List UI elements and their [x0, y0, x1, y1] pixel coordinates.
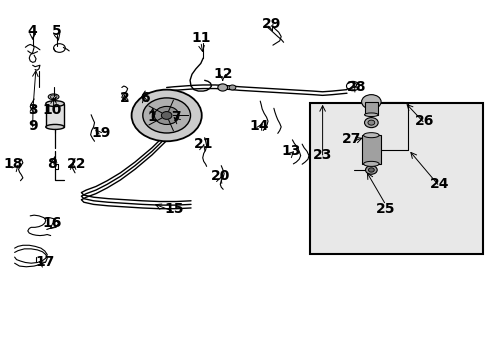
- Bar: [46, 104, 64, 127]
- Circle shape: [367, 120, 374, 125]
- Circle shape: [131, 90, 202, 141]
- Text: 24: 24: [429, 177, 448, 190]
- Text: 5: 5: [52, 24, 62, 38]
- Circle shape: [361, 95, 380, 109]
- Text: 23: 23: [312, 148, 332, 162]
- Text: 6: 6: [140, 90, 149, 104]
- Circle shape: [228, 85, 235, 90]
- Ellipse shape: [50, 95, 57, 99]
- Text: 14: 14: [249, 119, 268, 133]
- Text: 28: 28: [346, 80, 366, 94]
- Text: 4: 4: [28, 24, 38, 38]
- Circle shape: [365, 166, 376, 174]
- Text: 18: 18: [3, 157, 23, 171]
- Ellipse shape: [363, 161, 378, 166]
- Text: 16: 16: [42, 216, 61, 230]
- Text: 13: 13: [281, 144, 300, 158]
- Text: 19: 19: [91, 126, 110, 140]
- Text: 25: 25: [375, 202, 395, 216]
- Text: 3: 3: [28, 103, 38, 117]
- Circle shape: [367, 168, 373, 172]
- Bar: [364, 102, 377, 115]
- Circle shape: [161, 112, 172, 119]
- Ellipse shape: [46, 101, 64, 107]
- Text: 2: 2: [120, 90, 130, 104]
- Bar: [361, 135, 380, 164]
- Text: 27: 27: [342, 132, 361, 146]
- Text: 20: 20: [210, 170, 229, 183]
- Text: 26: 26: [414, 114, 434, 128]
- Ellipse shape: [46, 125, 64, 130]
- Text: 7: 7: [171, 110, 181, 124]
- Text: 10: 10: [42, 103, 61, 117]
- Text: 17: 17: [35, 256, 54, 270]
- Text: 9: 9: [28, 119, 38, 133]
- Text: 15: 15: [164, 202, 183, 216]
- Ellipse shape: [48, 94, 59, 100]
- Text: 11: 11: [191, 31, 210, 45]
- Circle shape: [154, 107, 179, 125]
- Circle shape: [364, 118, 377, 128]
- Text: 12: 12: [212, 67, 232, 81]
- Text: 1: 1: [147, 110, 157, 124]
- Text: 22: 22: [67, 157, 86, 171]
- Circle shape: [217, 84, 227, 91]
- Ellipse shape: [363, 133, 378, 138]
- Text: 29: 29: [261, 17, 281, 31]
- Circle shape: [142, 98, 190, 133]
- Text: 8: 8: [47, 157, 57, 171]
- Text: 21: 21: [193, 137, 213, 151]
- Bar: [310, 103, 483, 253]
- Ellipse shape: [364, 113, 377, 117]
